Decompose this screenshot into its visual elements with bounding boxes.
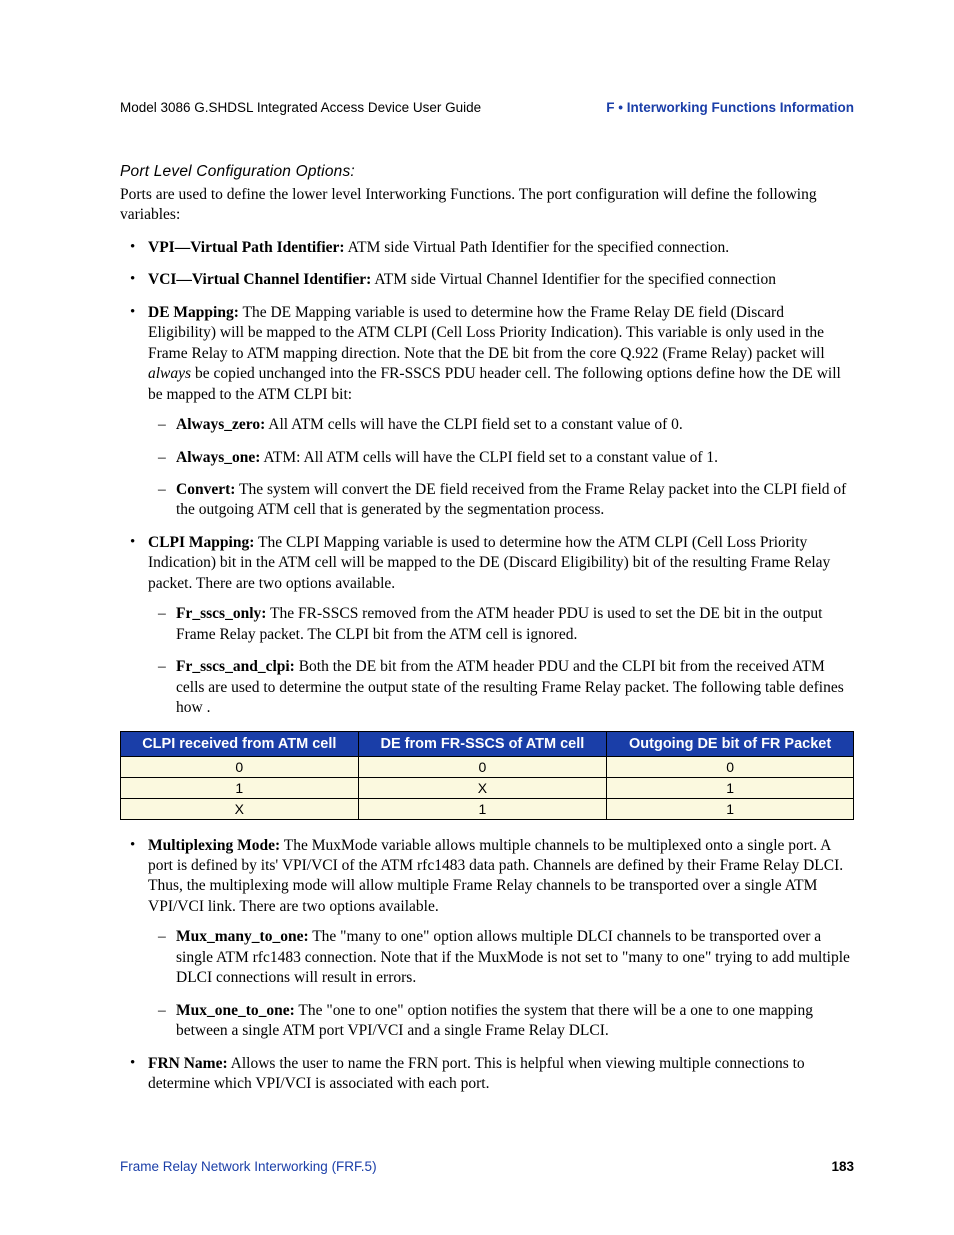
text: ATM side Virtual Channel Identifier for … <box>371 271 776 288</box>
label: VCI—Virtual Channel Identifier: <box>148 271 371 288</box>
label: FRN Name: <box>148 1055 228 1072</box>
th: Outgoing DE bit of FR Packet <box>607 731 854 756</box>
intro-paragraph: Ports are used to define the lower level… <box>120 185 854 226</box>
section-title: Port Level Configuration Options: <box>120 163 854 181</box>
dash-always-one: Always_one: ATM: All ATM cells will have… <box>148 448 854 468</box>
th: CLPI received from ATM cell <box>121 731 359 756</box>
td: X <box>121 798 359 819</box>
label: Fr_sscs_and_clpi: <box>176 658 295 675</box>
bullet-multiplexing-mode: Multiplexing Mode: The MuxMode variable … <box>120 836 854 1042</box>
label: Mux_one_to_one: <box>176 1002 295 1019</box>
label: VPI—Virtual Path Identifier: <box>148 239 345 256</box>
label: Always_one: <box>176 449 260 466</box>
dash-list: Mux_many_to_one: The "many to one" optio… <box>148 927 854 1041</box>
dash-list: Fr_sscs_only: The FR-SSCS removed from t… <box>148 604 854 718</box>
dash-list: Always_zero: All ATM cells will have the… <box>148 415 854 521</box>
table-header-row: CLPI received from ATM cell DE from FR-S… <box>121 731 854 756</box>
dash-mux-one-to-one: Mux_one_to_one: The "one to one" option … <box>148 1001 854 1042</box>
th: DE from FR-SSCS of ATM cell <box>358 731 607 756</box>
bullet-clpi-mapping: CLPI Mapping: The CLPI Mapping variable … <box>120 533 854 719</box>
text: The FR-SSCS removed from the ATM header … <box>176 605 822 642</box>
page: Model 3086 G.SHDSL Integrated Access Dev… <box>0 0 954 1234</box>
header-right: F • Interworking Functions Information <box>606 100 854 115</box>
td: 1 <box>607 777 854 798</box>
label: Fr_sscs_only: <box>176 605 266 622</box>
bullet-de-mapping: DE Mapping: The DE Mapping variable is u… <box>120 303 854 521</box>
text: The system will convert the DE field rec… <box>176 481 846 518</box>
text: be copied unchanged into the FR-SSCS PDU… <box>148 365 841 402</box>
bullet-vpi: VPI—Virtual Path Identifier: ATM side Vi… <box>120 238 854 258</box>
bullet-list: Multiplexing Mode: The MuxMode variable … <box>120 836 854 1095</box>
text: Allows the user to name the FRN port. Th… <box>148 1055 805 1092</box>
bullet-frn-name: FRN Name: Allows the user to name the FR… <box>120 1054 854 1095</box>
bullet-list: VPI—Virtual Path Identifier: ATM side Vi… <box>120 238 854 719</box>
td: 0 <box>607 756 854 777</box>
table-row: X11 <box>121 798 854 819</box>
bullet-vci: VCI—Virtual Channel Identifier: ATM side… <box>120 270 854 290</box>
td: 1 <box>607 798 854 819</box>
td: X <box>358 777 607 798</box>
label: Convert: <box>176 481 235 498</box>
label: Multiplexing Mode: <box>148 837 280 854</box>
table-row: 1X1 <box>121 777 854 798</box>
dash-fr-sscs-and-clpi: Fr_sscs_and_clpi: Both the DE bit from t… <box>148 657 854 718</box>
text: The DE Mapping variable is used to deter… <box>148 304 825 362</box>
footer-right: 183 <box>831 1159 854 1174</box>
header-left: Model 3086 G.SHDSL Integrated Access Dev… <box>120 100 481 115</box>
label: CLPI Mapping: <box>148 534 254 551</box>
clpi-table: CLPI received from ATM cell DE from FR-S… <box>120 731 854 820</box>
dash-mux-many-to-one: Mux_many_to_one: The "many to one" optio… <box>148 927 854 988</box>
td: 1 <box>121 777 359 798</box>
page-header: Model 3086 G.SHDSL Integrated Access Dev… <box>120 100 854 115</box>
page-footer: Frame Relay Network Interworking (FRF.5)… <box>120 1159 854 1174</box>
dash-always-zero: Always_zero: All ATM cells will have the… <box>148 415 854 435</box>
label: DE Mapping: <box>148 304 239 321</box>
td: 0 <box>358 756 607 777</box>
table-row: 000 <box>121 756 854 777</box>
footer-left: Frame Relay Network Interworking (FRF.5) <box>120 1159 377 1174</box>
label: Always_zero: <box>176 416 265 433</box>
italic: always <box>148 365 191 382</box>
td: 1 <box>358 798 607 819</box>
text: All ATM cells will have the CLPI field s… <box>265 416 683 433</box>
text: ATM: All ATM cells will have the CLPI fi… <box>260 449 718 466</box>
label: Mux_many_to_one: <box>176 928 309 945</box>
text: ATM side Virtual Path Identifier for the… <box>345 239 729 256</box>
td: 0 <box>121 756 359 777</box>
dash-fr-sscs-only: Fr_sscs_only: The FR-SSCS removed from t… <box>148 604 854 645</box>
dash-convert: Convert: The system will convert the DE … <box>148 480 854 521</box>
